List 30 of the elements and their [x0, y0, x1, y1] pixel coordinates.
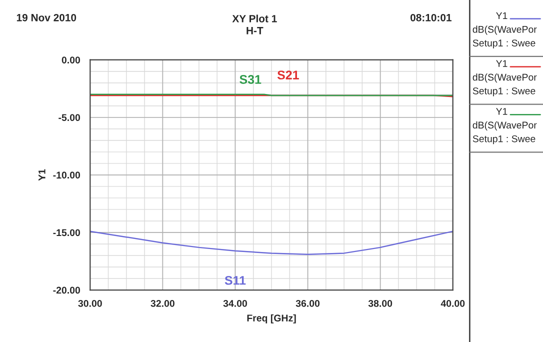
- x-tick-label: 38.00: [368, 300, 392, 307]
- chart-title: XY Plot 1: [232, 14, 277, 22]
- text: 08:10:01: [410, 14, 452, 22]
- text: Y1: [496, 60, 508, 67]
- x-tick-label: 40.00: [440, 300, 465, 307]
- text: 19 Nov 2010: [16, 14, 76, 22]
- x-tick-label: 30.00: [78, 300, 102, 307]
- x-axis-title: Freq [GHz]: [247, 314, 296, 324]
- text: dB(S(WavePor: [472, 26, 537, 35]
- series-label: S31: [240, 74, 262, 84]
- text: Setup1 : Swee: [472, 40, 536, 48]
- text: Setup1 : Swee: [472, 135, 536, 144]
- text: dB(S(WavePor: [472, 121, 537, 130]
- series-label: S21: [277, 70, 299, 80]
- y-tick-label: -15.00: [53, 229, 80, 236]
- y-axis-title: Y1: [38, 169, 46, 181]
- series-label: S11: [224, 276, 246, 285]
- text: Y1: [496, 108, 508, 115]
- text: dB(S(WavePor: [472, 74, 537, 83]
- x-tick-label: 32.00: [150, 300, 174, 307]
- chart-subtitle: H-T: [246, 27, 264, 34]
- y-tick-label: -5.00: [58, 114, 80, 122]
- y-tick-label: -10.00: [53, 172, 80, 179]
- text: Setup1 : Swee: [472, 87, 536, 96]
- line-series: [90, 230, 453, 255]
- text: Y1: [496, 12, 508, 20]
- x-tick-label: 34.00: [223, 300, 247, 307]
- y-tick-label: -20.00: [53, 286, 80, 294]
- x-tick-label: 36.00: [296, 300, 320, 307]
- y-tick-label: 0.00: [62, 56, 80, 64]
